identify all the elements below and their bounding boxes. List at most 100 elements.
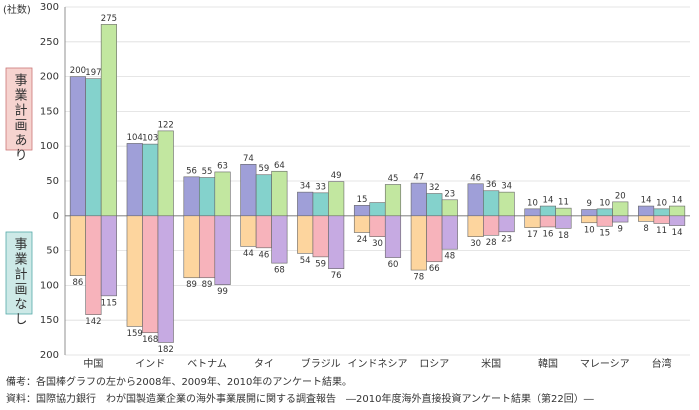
bar xyxy=(426,215,443,263)
bar xyxy=(100,24,117,217)
y-tick-label: 0 xyxy=(53,211,59,222)
value-label: 47 xyxy=(413,173,424,183)
value-label: 30 xyxy=(470,239,481,249)
upper-label-box xyxy=(5,67,33,151)
value-label: 11 xyxy=(558,198,569,208)
value-label: 76 xyxy=(331,271,342,281)
y-tick-label: 250 xyxy=(40,37,59,48)
bar xyxy=(498,215,515,233)
value-label: 20 xyxy=(615,191,626,201)
value-label: 142 xyxy=(85,317,101,327)
value-label: 89 xyxy=(186,280,197,290)
value-label: 24 xyxy=(357,235,368,245)
value-label: 15 xyxy=(357,195,368,205)
value-label: 168 xyxy=(142,335,158,345)
value-label: 16 xyxy=(543,229,554,239)
value-label: 59 xyxy=(258,164,269,174)
bar xyxy=(384,184,402,217)
value-label: 8 xyxy=(643,224,648,234)
value-label: 197 xyxy=(85,68,101,78)
bar xyxy=(483,215,500,236)
value-label: 99 xyxy=(217,287,228,297)
value-label: 103 xyxy=(142,134,158,144)
value-label: 10 xyxy=(584,225,595,235)
bar xyxy=(410,215,427,271)
value-label: 14 xyxy=(672,196,683,206)
y-tick-label: 200 xyxy=(40,350,59,361)
value-label: 122 xyxy=(158,120,174,130)
lower-label: 事業計画なし xyxy=(12,237,28,327)
value-label: 44 xyxy=(243,249,254,259)
note: 備考：各国棒グラフの左から2008年、2009年、2010年のアンケート結果。 xyxy=(6,375,352,388)
y-tick-label: 150 xyxy=(40,315,59,326)
bar xyxy=(410,182,427,217)
value-label: 104 xyxy=(127,133,143,143)
x-tick-label: 米国 xyxy=(481,357,501,370)
value-label: 36 xyxy=(486,180,497,190)
y-tick-label: 50 xyxy=(46,176,59,187)
x-tick-label: インドネシア xyxy=(348,358,408,370)
y-tick-label: 200 xyxy=(40,72,59,83)
bar xyxy=(255,215,272,249)
bar xyxy=(581,215,598,224)
bar xyxy=(581,209,598,217)
bar xyxy=(524,208,541,217)
value-label: 68 xyxy=(274,266,285,276)
value-label: 182 xyxy=(158,345,174,355)
bar xyxy=(183,215,200,279)
bar xyxy=(369,215,386,237)
value-label: 63 xyxy=(217,161,228,171)
value-label: 9 xyxy=(587,199,592,209)
bar xyxy=(198,177,216,217)
value-label: 54 xyxy=(300,256,311,266)
value-label: 10 xyxy=(599,198,610,208)
value-label: 48 xyxy=(444,252,455,262)
bar xyxy=(653,215,670,224)
bar xyxy=(498,191,515,217)
value-label: 28 xyxy=(486,238,497,248)
bar xyxy=(328,215,345,269)
value-label: 23 xyxy=(501,234,512,244)
bar xyxy=(183,176,200,217)
y-tick-label: 150 xyxy=(40,106,59,117)
y-tick-label: 300 xyxy=(40,2,59,13)
value-label: 86 xyxy=(72,278,83,288)
y-axis-label: (社数) xyxy=(3,3,31,16)
value-label: 32 xyxy=(429,183,440,193)
value-label: 56 xyxy=(186,166,197,176)
bar xyxy=(555,215,572,229)
lower-label-box xyxy=(5,231,33,315)
bar xyxy=(312,215,329,258)
bar xyxy=(297,191,314,217)
bar xyxy=(297,215,314,254)
x-tick-label: マレーシア xyxy=(580,359,630,370)
bar xyxy=(328,181,345,217)
bar xyxy=(369,202,386,217)
bar xyxy=(157,130,174,217)
bar xyxy=(353,205,371,217)
x-tick-label: インド xyxy=(135,359,165,370)
bar xyxy=(524,215,541,228)
value-label: 30 xyxy=(372,239,383,249)
value-label: 10 xyxy=(527,198,538,208)
bar xyxy=(555,207,572,217)
x-tick-label: ベトナム xyxy=(187,358,227,370)
value-label: 78 xyxy=(413,273,424,283)
value-label: 10 xyxy=(656,198,667,208)
value-label: 74 xyxy=(243,154,254,164)
bar xyxy=(441,215,458,250)
bar xyxy=(255,174,272,217)
value-label: 46 xyxy=(258,250,269,260)
value-label: 14 xyxy=(672,228,683,238)
bar xyxy=(638,205,655,217)
bar xyxy=(142,215,159,334)
bar xyxy=(85,78,102,217)
value-label: 23 xyxy=(444,189,455,199)
value-label: 60 xyxy=(388,260,399,270)
bar xyxy=(467,183,484,217)
upper-label: 事業計画あり xyxy=(12,73,28,163)
bar xyxy=(669,205,686,217)
bar xyxy=(240,215,257,247)
value-label: 46 xyxy=(470,173,481,183)
